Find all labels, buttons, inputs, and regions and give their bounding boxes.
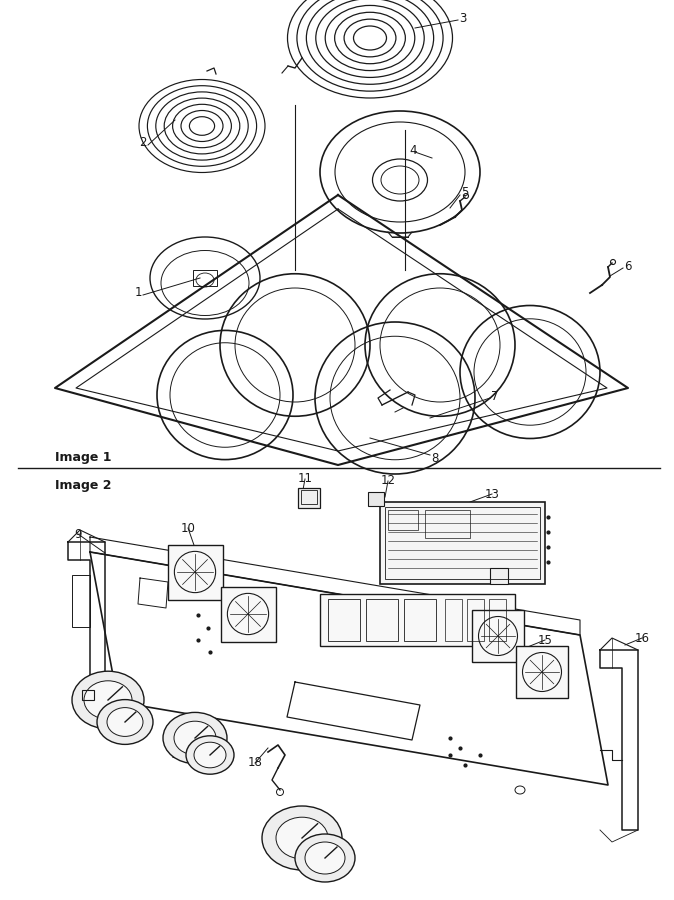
Bar <box>168 544 222 599</box>
Bar <box>368 492 384 506</box>
Ellipse shape <box>163 713 227 763</box>
Text: 17: 17 <box>307 861 322 875</box>
Ellipse shape <box>84 680 132 719</box>
Text: 2: 2 <box>140 137 147 149</box>
Text: 15: 15 <box>538 634 553 646</box>
Bar <box>425 510 470 538</box>
Ellipse shape <box>174 721 216 755</box>
Ellipse shape <box>276 817 328 859</box>
Text: 11: 11 <box>297 472 313 485</box>
Text: 19: 19 <box>171 749 185 761</box>
Bar <box>220 587 276 642</box>
Text: 13: 13 <box>485 488 499 500</box>
Bar <box>328 599 360 641</box>
Ellipse shape <box>97 699 153 744</box>
Bar <box>380 502 545 584</box>
Ellipse shape <box>107 707 143 736</box>
Bar <box>467 599 484 641</box>
Ellipse shape <box>72 671 144 729</box>
Bar <box>193 270 217 286</box>
Text: 9: 9 <box>74 527 82 541</box>
Text: 5: 5 <box>461 186 468 200</box>
Text: Image 2: Image 2 <box>55 480 111 492</box>
Bar <box>385 507 540 579</box>
Text: 10: 10 <box>181 521 195 535</box>
Bar <box>490 568 508 584</box>
Text: 1: 1 <box>134 286 142 300</box>
Ellipse shape <box>305 842 345 874</box>
Ellipse shape <box>186 736 234 774</box>
Text: 3: 3 <box>459 13 466 25</box>
Text: 4: 4 <box>409 143 417 157</box>
Bar <box>445 599 462 641</box>
Text: 7: 7 <box>491 390 499 402</box>
Bar <box>516 646 568 698</box>
Bar <box>72 575 90 627</box>
Text: 20: 20 <box>78 699 92 713</box>
Bar <box>388 510 418 530</box>
Text: 8: 8 <box>431 452 439 464</box>
Bar <box>404 599 436 641</box>
Text: 16: 16 <box>634 632 650 644</box>
Ellipse shape <box>295 834 355 882</box>
Bar <box>472 610 524 662</box>
Bar <box>301 490 317 504</box>
Ellipse shape <box>262 806 342 870</box>
Text: Image 1: Image 1 <box>55 452 111 464</box>
Bar <box>366 599 398 641</box>
Bar <box>82 690 94 700</box>
Ellipse shape <box>194 742 226 768</box>
Bar <box>489 599 506 641</box>
Bar <box>320 594 515 646</box>
Text: 14: 14 <box>474 604 489 617</box>
Text: 6: 6 <box>624 259 632 273</box>
Bar <box>298 488 320 508</box>
Text: 18: 18 <box>247 757 262 770</box>
Text: 12: 12 <box>381 474 396 488</box>
